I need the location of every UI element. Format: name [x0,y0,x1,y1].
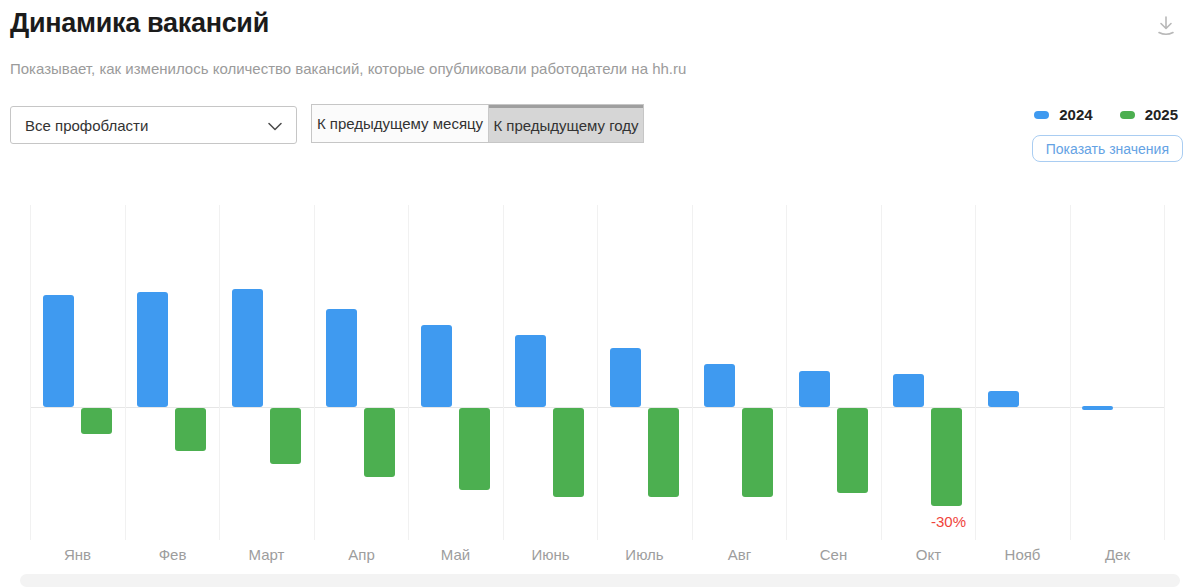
chart-plot: -30% [30,205,1164,545]
profession-filter-value: Все профобласти [25,117,148,134]
x-axis-label-Нояб: Нояб [975,546,1070,563]
vertical-gridline [1070,205,1071,540]
vertical-gridline [30,205,31,540]
bar-2024-Сен[interactable] [799,371,830,407]
x-axis-label-Сен: Сен [786,546,881,563]
x-axis-label-Авг: Авг [692,546,787,563]
toggle-previous-year[interactable]: К предыдущему году [489,105,643,142]
legend-label-2024: 2024 [1059,106,1092,123]
page-title: Динамика вакансий [10,8,269,39]
vertical-gridline [408,205,409,540]
bar-2025-Июль[interactable] [648,408,679,497]
bar-2024-Янв[interactable] [43,295,74,407]
chart-legend: 2024 2025 [1034,106,1178,123]
x-axis-label-Март: Март [219,546,314,563]
toggle-previous-month[interactable]: К предыдущему месяцу [312,105,489,142]
bar-2024-Окт[interactable] [893,374,924,407]
vertical-gridline [1164,205,1165,540]
bar-2025-Окт[interactable] [931,408,962,506]
vertical-gridline [692,205,693,540]
legend-label-2025: 2025 [1145,106,1178,123]
bar-2025-Фев[interactable] [175,408,206,451]
bar-2025-Март[interactable] [270,408,301,464]
page-subtitle: Показывает, как изменилось количество ва… [10,60,686,77]
x-axis-label-Июль: Июль [597,546,692,563]
next-section-edge [20,574,1180,587]
chart-x-labels: ЯнвФевМартАпрМайИюньИюльАвгСенОктНоябДек [30,546,1164,566]
bar-2025-Июнь[interactable] [553,408,584,497]
download-button[interactable] [1150,12,1182,44]
comparison-mode-toggle: К предыдущему месяцу К предыдущему году [311,104,644,143]
vertical-gridline [219,205,220,540]
bar-2025-Авг[interactable] [742,408,773,497]
vertical-gridline [125,205,126,540]
bar-2025-Май[interactable] [459,408,490,490]
bar-2024-Июнь[interactable] [515,335,546,407]
legend-swatch-2024 [1034,111,1049,119]
x-axis-label-Май: Май [408,546,503,563]
x-axis-label-Апр: Апр [314,546,409,563]
bar-2025-Янв[interactable] [81,408,112,434]
vertical-gridline [881,205,882,540]
bar-value-annotation: -30% [931,513,962,530]
x-axis-label-Дек: Дек [1070,546,1165,563]
bar-2024-Март[interactable] [232,289,263,407]
legend-item-2025[interactable]: 2025 [1120,106,1178,123]
vertical-gridline [975,205,976,540]
bar-2024-Нояб[interactable] [988,391,1019,407]
x-axis-label-Фев: Фев [125,546,220,563]
vertical-gridline [597,205,598,540]
vertical-gridline [786,205,787,540]
bar-2024-Апр[interactable] [326,309,357,407]
bar-2024-Фев[interactable] [137,292,168,407]
legend-swatch-2025 [1120,111,1135,119]
download-icon [1153,13,1179,43]
bar-2024-Май[interactable] [421,325,452,407]
vertical-gridline [503,205,504,540]
vertical-gridline [314,205,315,540]
legend-item-2024[interactable]: 2024 [1034,106,1092,123]
bar-2024-Июль[interactable] [610,348,641,407]
x-axis-label-Июнь: Июнь [503,546,598,563]
show-values-button[interactable]: Показать значения [1032,135,1183,162]
bar-2024-Дек[interactable] [1082,406,1113,410]
chevron-down-icon [268,117,282,134]
bar-2025-Сен[interactable] [837,408,868,493]
profession-filter-select[interactable]: Все профобласти [10,106,297,144]
x-axis-label-Янв: Янв [30,546,125,563]
bar-2025-Апр[interactable] [364,408,395,477]
x-axis-label-Окт: Окт [881,546,976,563]
bar-2024-Авг[interactable] [704,364,735,407]
